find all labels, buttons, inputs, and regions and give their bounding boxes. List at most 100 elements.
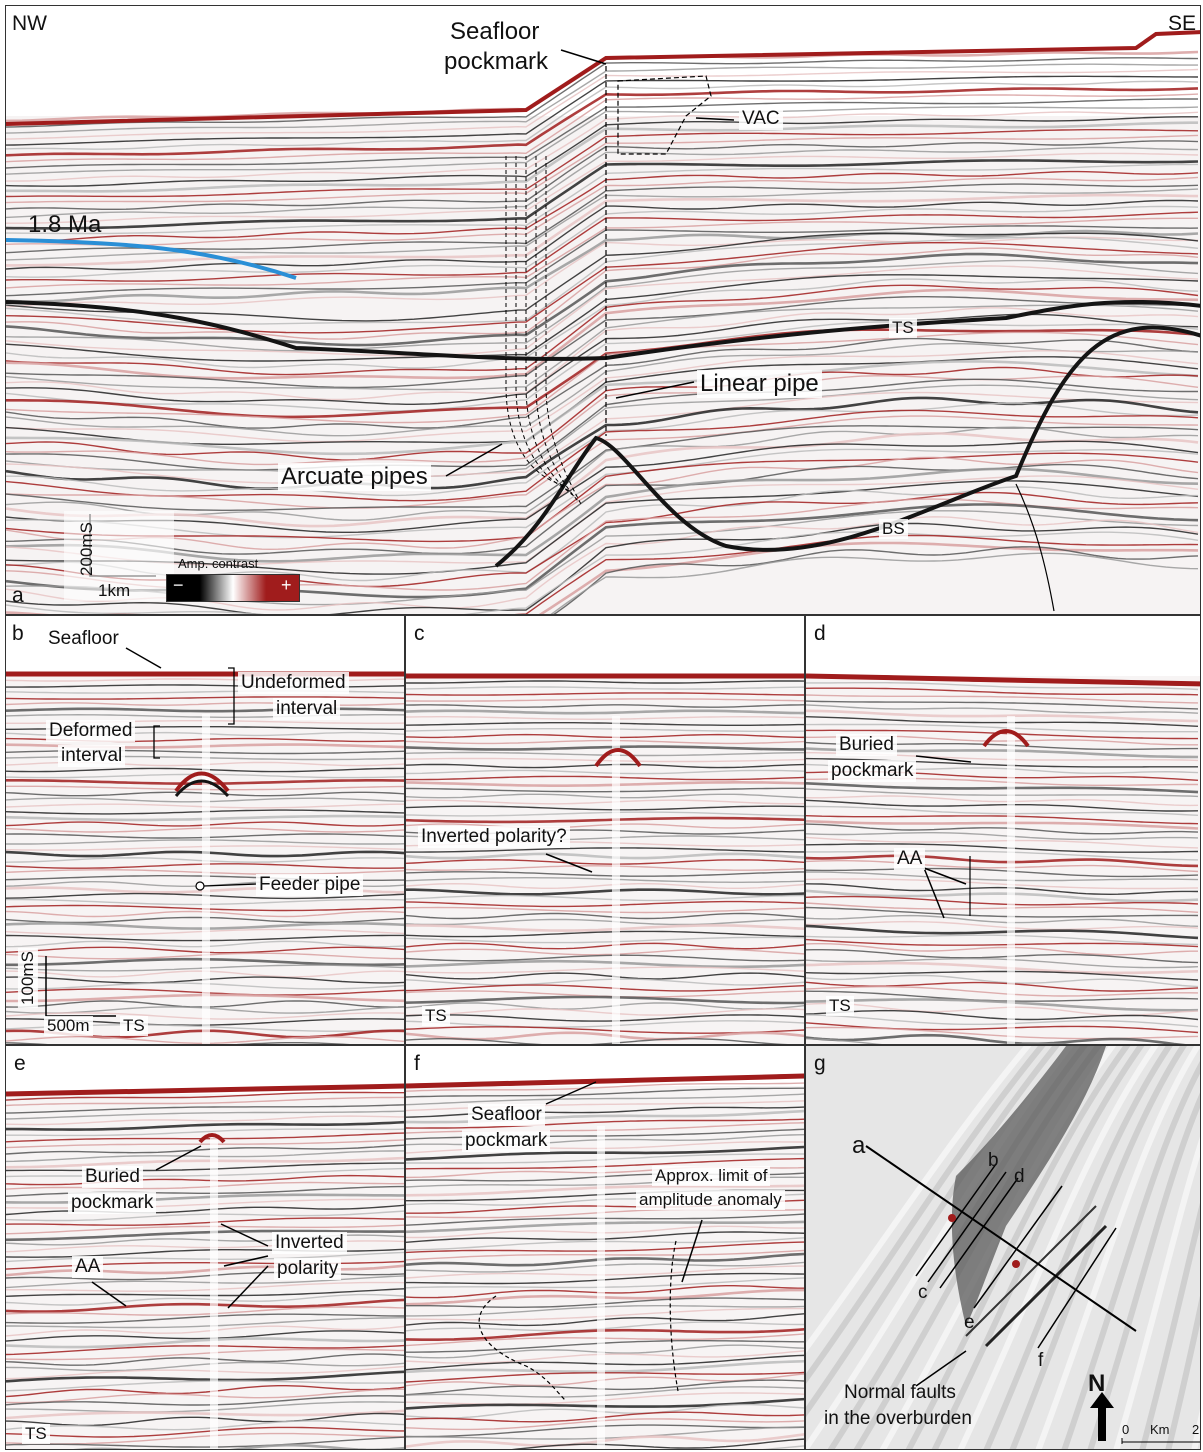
seismic-reflector <box>806 974 1199 988</box>
seismic-reflector <box>6 1426 404 1438</box>
seismic-reflector <box>6 1370 404 1383</box>
seismic-reflector <box>6 1281 404 1292</box>
seismic-reflector <box>6 1104 404 1114</box>
seismic-reflector <box>406 1220 804 1234</box>
seismic-reflector <box>6 1181 404 1190</box>
seismic-reflector <box>6 307 1199 401</box>
seafloor-label: Seafloor <box>48 628 119 649</box>
seismic-reflector <box>406 1038 789 1044</box>
seismic-reflector <box>406 1231 804 1243</box>
seismic-reflector <box>806 843 1199 853</box>
seismic-reflector <box>6 232 1199 322</box>
seismic-reflector <box>6 205 1199 278</box>
seismic-reflector <box>406 1344 804 1359</box>
seismic-reflector <box>406 1386 804 1398</box>
buried-pockmark-reflector <box>174 779 230 798</box>
terrain-lineation <box>1087 1092 1200 1449</box>
seismic-reflector <box>6 259 1199 352</box>
seismic-reflector <box>806 723 1198 733</box>
seafloor-arrow <box>125 647 162 669</box>
seismic-reflector <box>406 1145 804 1161</box>
seismic-reflector <box>806 704 1199 714</box>
seismic-reflector <box>406 948 804 956</box>
seismic-reflector <box>806 949 1199 964</box>
seismic-reflector <box>806 1033 1186 1044</box>
panel-a-letter: a <box>12 584 24 607</box>
seismic-reflector <box>6 1409 404 1420</box>
seismic-reflector <box>806 815 1199 825</box>
panel-e-seismic-section: e Buried pockmark AA Inverted polarity T… <box>5 1045 405 1450</box>
amp-contrast-colorbar: − + <box>166 574 300 602</box>
seismic-reflector <box>6 236 1199 308</box>
panel-b-letter: b <box>12 622 24 645</box>
seismic-reflector <box>6 1162 404 1172</box>
terrain-lineation <box>957 1046 1159 1449</box>
seismic-reflector <box>806 687 1199 696</box>
seismic-reflector <box>6 284 1199 376</box>
terrain-lineation <box>806 1046 1032 1354</box>
seismic-reflector <box>806 920 1199 931</box>
seismic-reflector <box>406 1008 804 1016</box>
seismic-reflector <box>406 1433 804 1448</box>
seismic-reflector <box>6 134 1199 204</box>
seismic-reflector <box>806 970 1199 981</box>
terrain-lineation <box>1061 1060 1200 1449</box>
seismic-reflector <box>6 98 1198 169</box>
seismic-reflector <box>406 984 804 992</box>
aa-arrow <box>923 867 967 885</box>
seismic-reflector <box>406 972 804 980</box>
map-section-line-f <box>1037 1227 1117 1349</box>
seismic-reflector <box>406 739 804 745</box>
seismic-reflector <box>806 934 1199 946</box>
seismic-reflector <box>806 854 1199 868</box>
seismic-reflector <box>406 775 804 781</box>
seismic-reflector <box>6 188 1199 261</box>
seismic-reflector <box>6 378 1198 471</box>
seismic-reflector <box>406 1087 804 1098</box>
panel-b-seismic-section: b Seafloor Undeformed interval Deformed … <box>5 615 405 1045</box>
seismic-reflector <box>406 1411 804 1423</box>
buried-pockmark-reflector <box>198 1133 226 1144</box>
scale-horizontal-label: 1km <box>98 581 131 600</box>
bs-label: BS <box>879 519 908 539</box>
seismic-reflector <box>806 871 1199 882</box>
seismic-reflector <box>6 321 1199 412</box>
seismic-reflector <box>6 440 1199 533</box>
seismic-reflector <box>6 391 1199 484</box>
seismic-reflector <box>806 878 1199 890</box>
buried-pockmark-arrow <box>155 1145 202 1171</box>
seismic-reflector <box>6 1380 404 1392</box>
seismic-reflector <box>6 1313 404 1324</box>
aa-label-d: AA <box>894 848 926 870</box>
seismic-reflector <box>406 793 804 799</box>
seismic-reflector <box>406 1265 804 1279</box>
seismic-reflector <box>6 1420 404 1431</box>
seismic-reflector <box>6 146 1199 219</box>
seismic-reflector <box>6 75 1199 146</box>
seismic-reflector <box>806 998 1199 1012</box>
map-scale-bar <box>1121 1438 1200 1444</box>
ridge-shading <box>951 1046 1106 1326</box>
undeformed-bracket <box>228 667 235 725</box>
seismic-reflector <box>406 859 804 865</box>
seismic-reflector <box>406 1403 804 1419</box>
seismic-reflector <box>6 121 1198 193</box>
seismic-reflector <box>6 1436 404 1448</box>
deformed-bracket <box>153 725 160 759</box>
seismic-reflector <box>406 1020 804 1028</box>
seismic-reflector <box>406 954 804 962</box>
seismic-reflector <box>6 1325 404 1337</box>
panel-d-seismic-section: d Buried pockmark AA TS <box>805 615 1201 1045</box>
water-column <box>806 616 1200 676</box>
seismic-reflector <box>6 1353 404 1366</box>
seismic-reflector <box>6 247 1199 340</box>
inverted-label-e2: polarity <box>274 1258 342 1280</box>
panel-f-letter: f <box>414 1052 420 1075</box>
seismic-reflector <box>6 163 1199 235</box>
seismic-reflector <box>806 924 1199 940</box>
seismic-reflector <box>406 680 804 684</box>
horizon-1-8ma <box>6 238 297 280</box>
seismic-reflector <box>406 877 804 883</box>
seafloor-pockmark-arrow <box>545 1081 597 1105</box>
seismic-reflector <box>406 847 804 853</box>
